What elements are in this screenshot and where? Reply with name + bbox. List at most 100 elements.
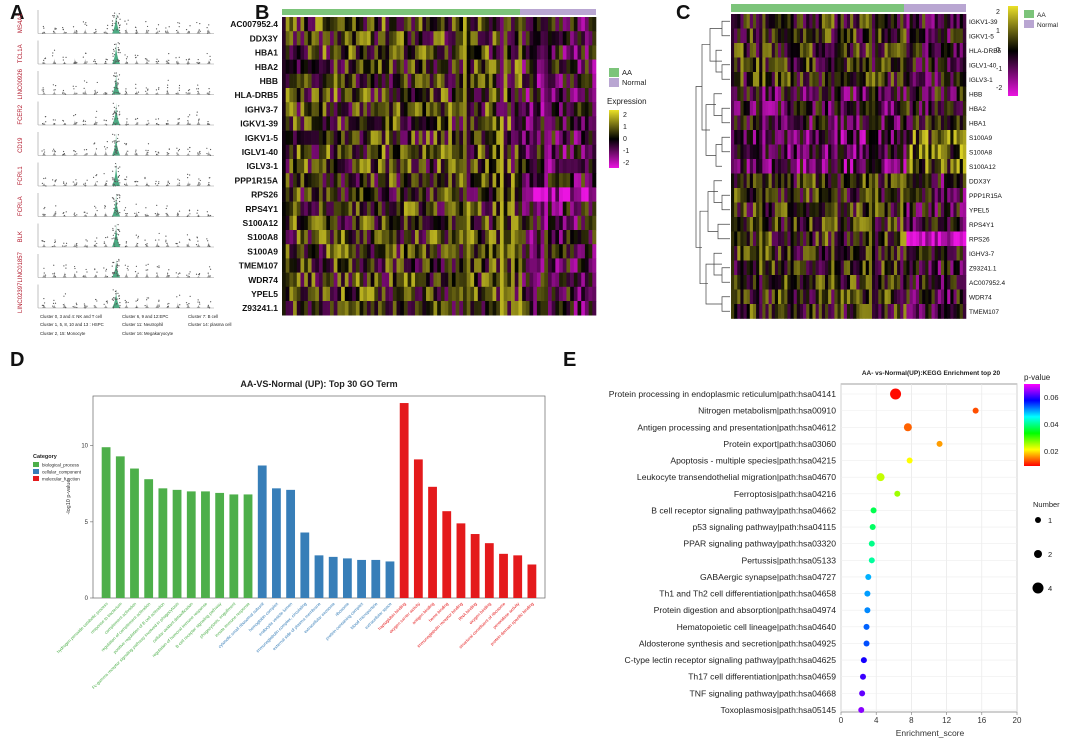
heatmap-cell — [285, 173, 290, 188]
heatmap-cell — [803, 159, 807, 174]
heatmap-cell — [881, 159, 885, 174]
heatmap-cell — [355, 286, 360, 302]
violin-point — [113, 237, 115, 239]
heatmap-cell — [756, 275, 760, 290]
heatmap-cell — [818, 188, 823, 203]
heatmap-cell — [812, 231, 816, 247]
violin-point — [134, 212, 136, 214]
violin-point — [119, 195, 121, 197]
violin-point — [166, 185, 168, 187]
heatmap-cell — [363, 17, 368, 32]
heatmap-cell — [433, 45, 438, 60]
heatmap-cell — [437, 73, 442, 89]
heatmap-cell — [944, 260, 948, 276]
violin-point — [76, 246, 78, 248]
heatmap-cell — [315, 130, 320, 146]
heatmap-cell — [470, 116, 475, 131]
heatmap-cell — [540, 116, 545, 131]
violin-point — [117, 84, 119, 86]
heatmap-cell — [759, 260, 763, 276]
heatmap-cell — [799, 289, 804, 305]
heatmap-cell — [451, 144, 456, 160]
heatmap-cell — [348, 45, 353, 60]
violin-point — [112, 289, 114, 291]
violin-point — [118, 265, 120, 267]
heatmap-cell — [448, 31, 453, 46]
heatmap-cell — [344, 173, 349, 188]
violin-point — [114, 22, 116, 24]
heatmap-cell — [821, 188, 826, 203]
violin-point — [106, 300, 108, 302]
heatmap-cell — [363, 88, 368, 103]
heatmap-cell — [962, 43, 967, 58]
heatmap-cell — [522, 230, 527, 245]
heatmap-cell — [868, 159, 873, 174]
heatmap-cell — [944, 304, 948, 319]
heatmap-cell — [737, 231, 741, 247]
heatmap-cell — [470, 130, 475, 146]
heatmap-cell — [740, 231, 744, 247]
heatmap-cell — [529, 59, 534, 75]
violin-point — [112, 133, 114, 135]
heatmap-cell — [448, 130, 453, 146]
heatmap-cell — [950, 173, 954, 189]
heatmap-cell — [581, 187, 586, 202]
heatmap-cell — [477, 144, 482, 160]
violin-point — [119, 92, 121, 94]
heatmap-cell — [803, 304, 807, 319]
heatmap-cell — [778, 144, 782, 160]
heatmap-cell — [740, 173, 744, 189]
heatmap-cell — [437, 45, 442, 60]
heatmap-cell — [781, 86, 785, 102]
violin-point — [94, 213, 97, 215]
heatmap-cell — [370, 73, 375, 89]
heatmap-cell — [781, 144, 785, 160]
heatmap-cell — [426, 31, 431, 46]
heatmap-cell — [429, 230, 434, 245]
heatmap-cell — [588, 272, 593, 288]
heatmap-row-tmem107: TMEM107 — [731, 304, 999, 319]
violin-point — [176, 152, 178, 154]
heatmap-cell — [355, 258, 360, 273]
violin-point — [177, 122, 180, 124]
heatmap-cell — [503, 286, 508, 302]
heatmap-cell — [348, 116, 353, 131]
heatmap-cell — [862, 260, 867, 276]
heatmap-cell — [359, 31, 364, 46]
heatmap-cell — [947, 289, 951, 305]
heatmap-cell — [912, 130, 917, 145]
heatmap-cell — [366, 88, 371, 103]
heatmap-cell — [834, 144, 838, 160]
heatmap-cell — [422, 144, 427, 160]
heatmap-cell — [765, 14, 769, 29]
heatmap-cell — [403, 31, 408, 46]
heatmap-cell — [566, 272, 571, 288]
heatmap-cell — [853, 144, 857, 160]
heatmap-cell — [919, 72, 923, 87]
violin-shape — [206, 91, 211, 95]
heatmap-cell — [544, 45, 549, 60]
heatmap-cell — [812, 304, 816, 319]
heatmap-cell — [872, 57, 876, 73]
heatmap-cell — [533, 230, 538, 245]
violin-point — [196, 236, 198, 238]
heatmap-cell — [463, 130, 468, 146]
heatmap-cell — [837, 159, 841, 174]
heatmap-cell — [759, 217, 763, 232]
heatmap-cell — [919, 260, 923, 276]
violin-point — [135, 215, 137, 218]
heatmap-cell — [381, 144, 386, 160]
heatmap-cell — [544, 59, 549, 75]
heatmap-cell — [953, 43, 957, 58]
size-legend-dot-1 — [1035, 517, 1041, 523]
heatmap-cell — [422, 17, 427, 32]
heatmap-cell — [734, 289, 738, 305]
heatmap-cell — [581, 258, 586, 273]
heatmap-cell — [878, 304, 882, 319]
group-legend-swatch-normal — [609, 78, 619, 87]
violin-point — [111, 275, 113, 278]
violin-point — [197, 152, 199, 154]
violin-point — [118, 49, 120, 51]
heatmap-cell — [378, 173, 383, 188]
heatmap-cell — [503, 59, 508, 75]
